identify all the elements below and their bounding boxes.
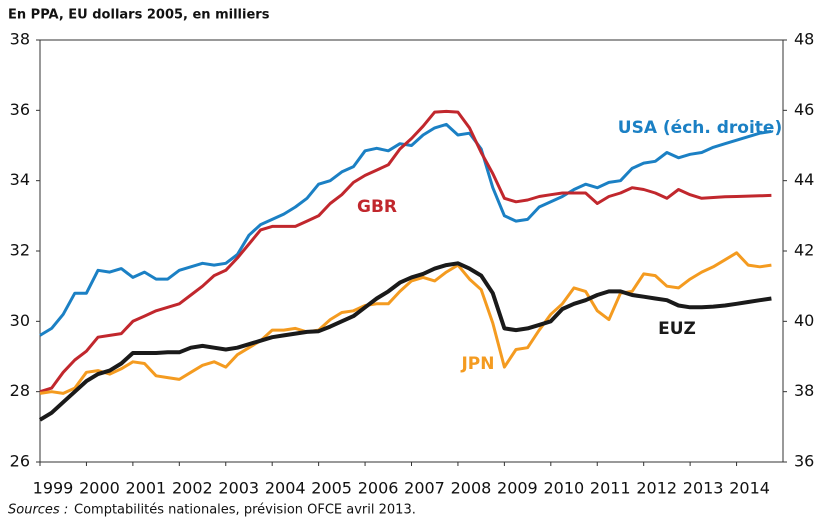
y2-tick-label: 48: [794, 30, 814, 49]
x-tick-label: 2011: [590, 479, 631, 498]
x-tick-label: 2005: [311, 479, 352, 498]
plot-frame: [39, 39, 784, 463]
x-tick-label: 2002: [172, 479, 213, 498]
x-tick-label: 2010: [543, 479, 584, 498]
x-tick-label: 2013: [683, 479, 724, 498]
series-line: [38, 261, 772, 422]
source-text: Comptabilités nationales, prévision OFCE…: [74, 503, 416, 518]
y-tick-label: 34: [10, 170, 30, 189]
series-label: JPN: [460, 354, 494, 374]
series-line: [39, 109, 772, 394]
y-tick-label: 28: [10, 381, 30, 400]
x-tick-label: 2008: [451, 479, 492, 498]
x-tick-label: 1999: [33, 479, 74, 498]
y-tick-label: 36: [10, 100, 30, 119]
y2-tick-label: 36: [794, 452, 814, 471]
x-tick-label: 2007: [404, 479, 445, 498]
y2-tick-label: 38: [794, 381, 814, 400]
y-tick-label: 32: [10, 241, 30, 260]
x-tick-label: 2004: [265, 479, 306, 498]
x-tick-label: 2000: [79, 479, 120, 498]
y-tick-label: 38: [10, 30, 30, 49]
series-label: EUZ: [658, 319, 696, 339]
series-label: USA (éch. droite): [618, 118, 782, 138]
source-label: Sources :: [8, 503, 68, 518]
y-tick-label: 26: [10, 452, 30, 471]
series-label: GBR: [357, 197, 397, 217]
x-tick-label: 2003: [218, 479, 259, 498]
x-tick-label: 2009: [497, 479, 538, 498]
series-line: [39, 251, 772, 395]
x-tick-label: 2001: [126, 479, 167, 498]
x-tick-label: 2014: [729, 479, 770, 498]
y2-tick-label: 40: [794, 311, 814, 330]
series-line: [39, 122, 772, 337]
y2-tick-label: 46: [794, 100, 814, 119]
y2-tick-label: 42: [794, 241, 814, 260]
x-tick-label: 2006: [358, 479, 399, 498]
y-tick-label: 30: [10, 311, 30, 330]
x-tick-label: 2012: [636, 479, 677, 498]
chart-title: En PPA, EU dollars 2005, en milliers: [8, 8, 270, 23]
y2-tick-label: 44: [794, 170, 814, 189]
